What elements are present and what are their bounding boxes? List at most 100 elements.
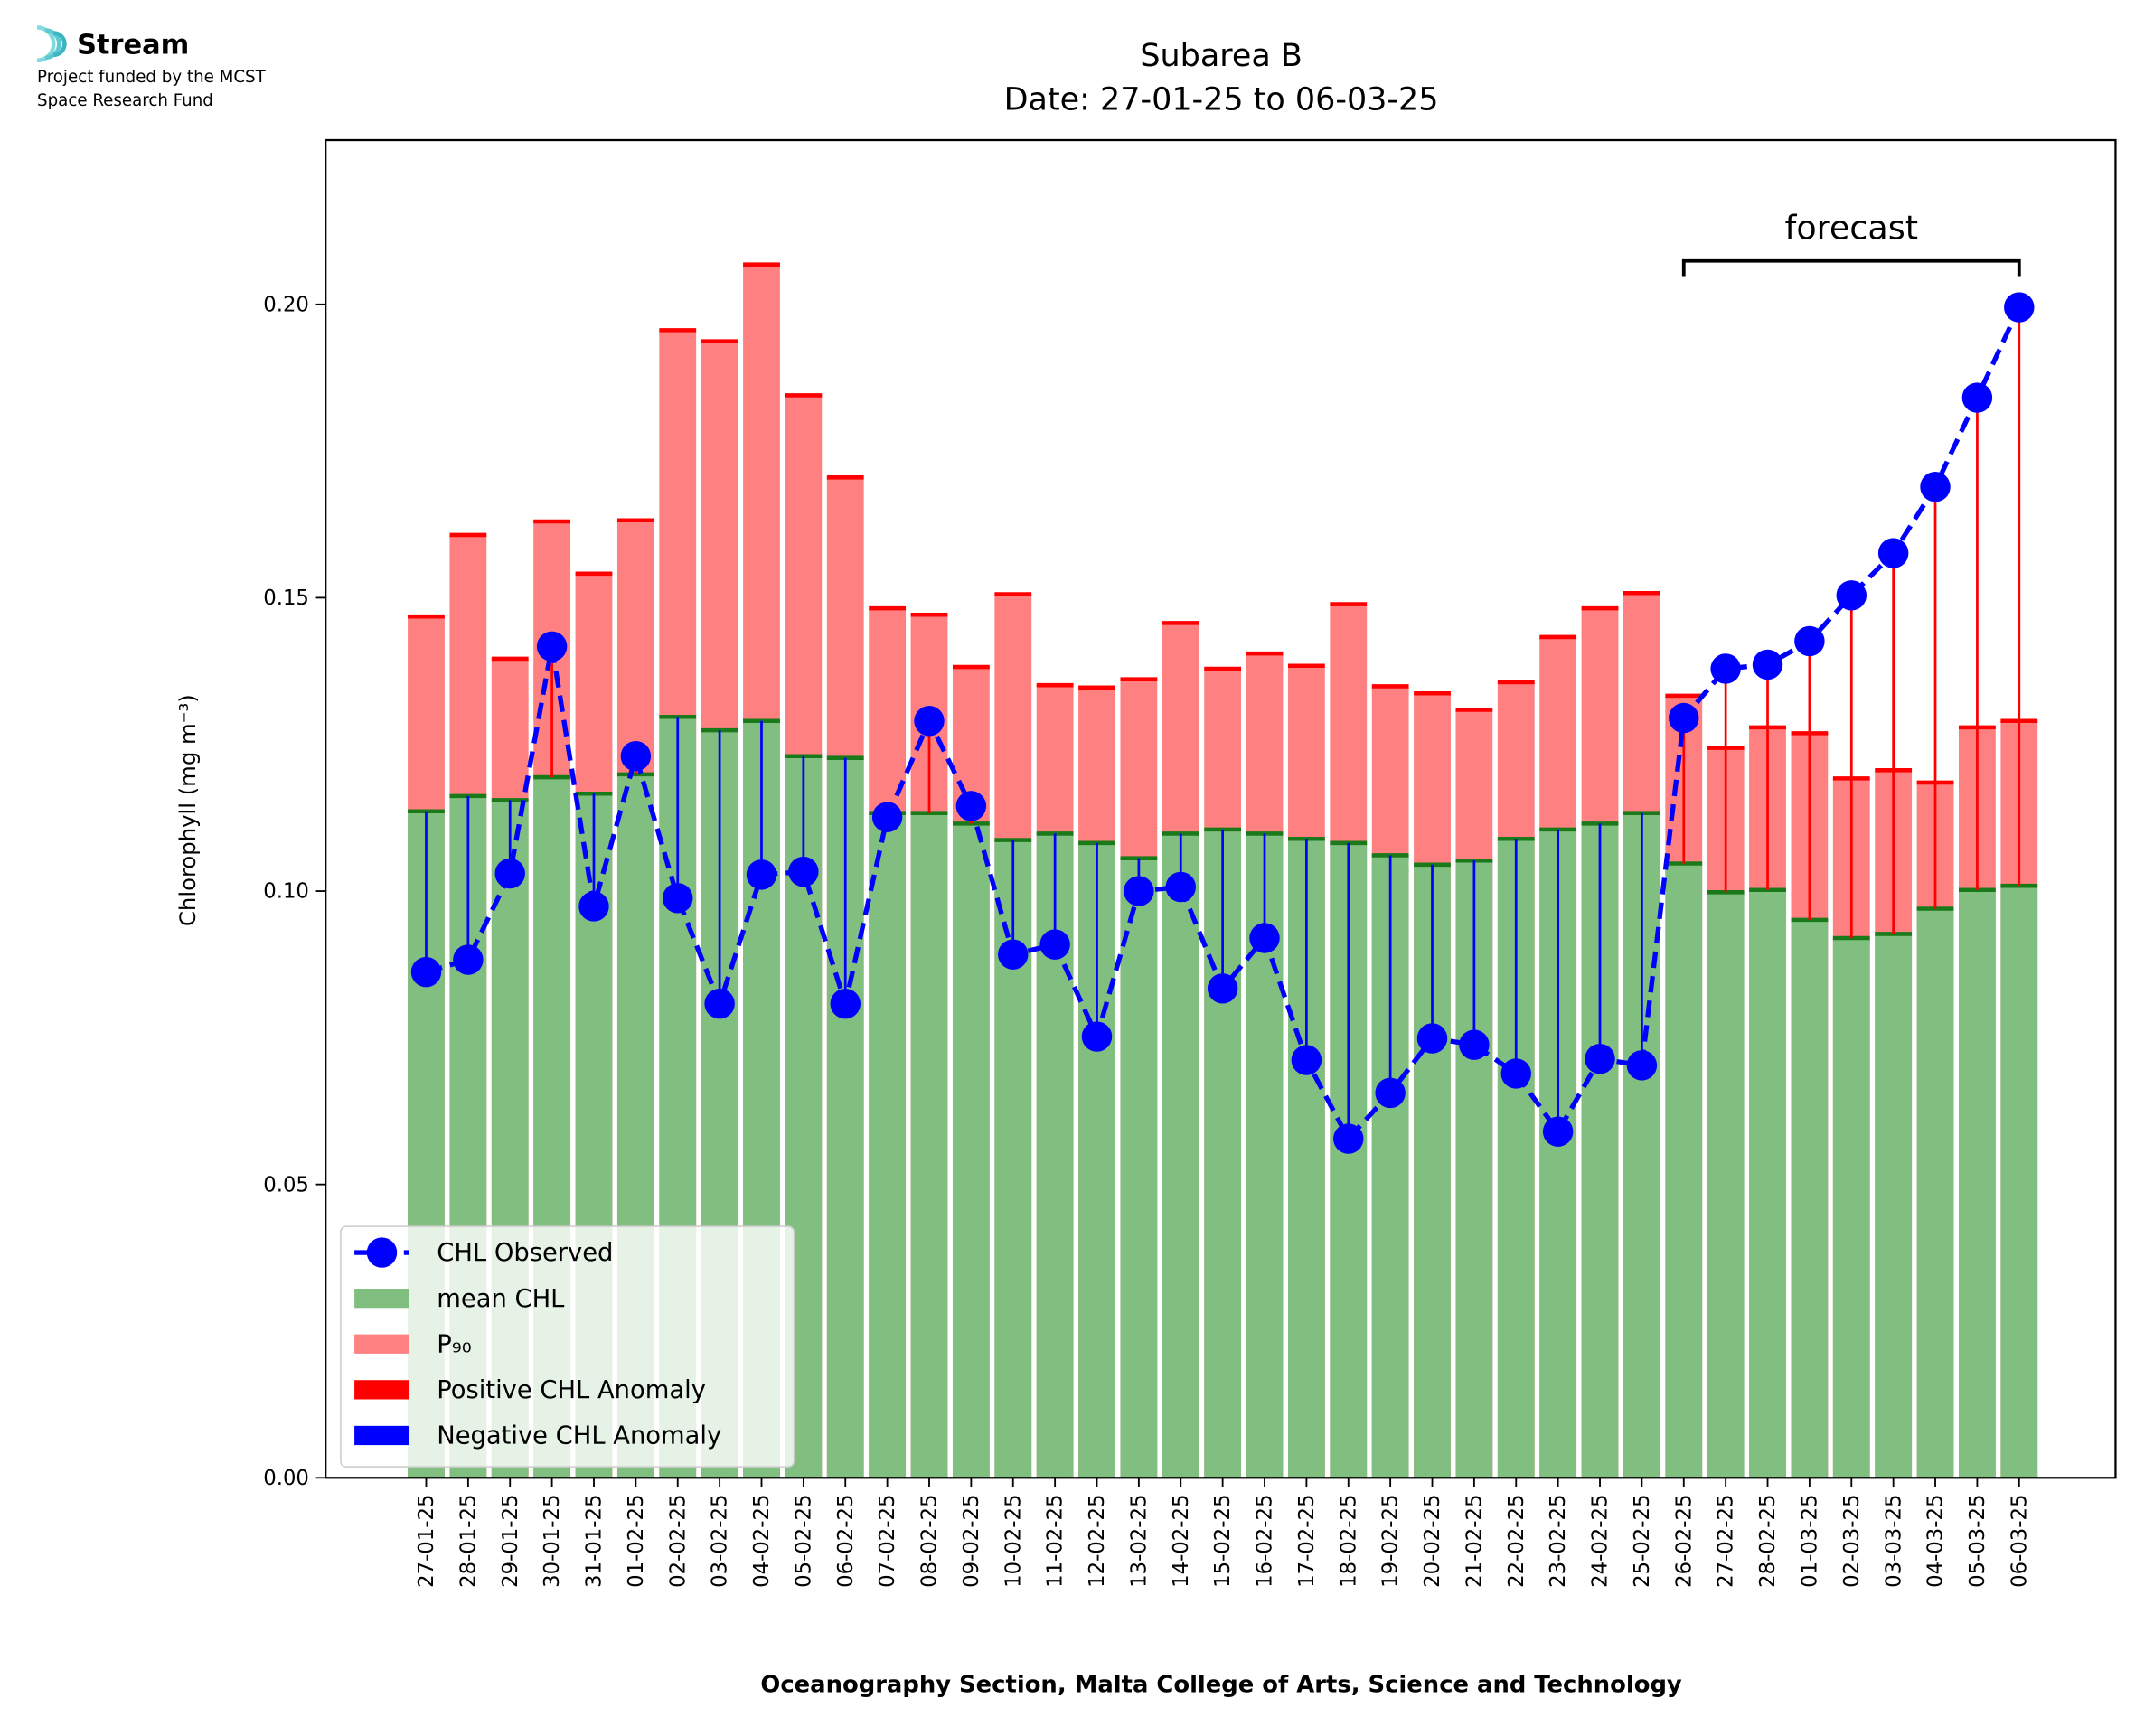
legend-swatch (354, 1425, 409, 1446)
observed-point (1877, 538, 1909, 568)
x-tick-label: 28-02-25 (1756, 1495, 1780, 1588)
legend-label: P₉₀ (437, 1330, 471, 1358)
logo-line: Project funded by the MCST (37, 68, 267, 87)
x-tick-label: 17-02-25 (1295, 1495, 1319, 1588)
observed-point (578, 891, 609, 922)
observed-point (1081, 1021, 1113, 1052)
mean-bar (1665, 863, 1703, 1478)
x-tick-label: 26-02-25 (1672, 1495, 1696, 1588)
observed-point (494, 858, 525, 889)
legend-label: CHL Observed (437, 1239, 613, 1267)
observed-point (536, 631, 568, 662)
x-tick-label: 31-01-25 (583, 1495, 607, 1588)
observed-point (1500, 1058, 1531, 1089)
observed-point (1752, 649, 1783, 680)
logo-icon (44, 28, 61, 61)
x-tick-label: 25-02-25 (1631, 1495, 1654, 1588)
x-tick-label: 04-03-25 (1924, 1495, 1948, 1588)
mean-bar (910, 812, 948, 1478)
y-tick-label: 0.00 (263, 1467, 309, 1490)
legend-box (340, 1225, 795, 1468)
x-tick-label: 02-03-25 (1840, 1495, 1864, 1588)
x-tick-label: 02-02-25 (666, 1495, 690, 1588)
y-tick-label: 0.15 (263, 586, 309, 610)
legend-label: mean CHL (437, 1285, 565, 1313)
legend-label: Positive CHL Anomaly (437, 1376, 706, 1404)
chart-title: Subarea B (1140, 38, 1302, 74)
x-tick-label: 14-02-25 (1170, 1495, 1193, 1588)
observed-point (1669, 702, 1699, 734)
observed-point (1920, 472, 1951, 502)
logo: Stream Project funded by the MCST Space … (36, 25, 267, 110)
logo-icon (53, 31, 67, 58)
y-tick-label: 0.10 (263, 880, 309, 904)
mean-bar (1958, 889, 1996, 1478)
legend-swatch (354, 1380, 409, 1400)
observed-point (788, 856, 819, 887)
logo-line: Space Research Fund (37, 91, 213, 110)
observed-point (1585, 1044, 1615, 1074)
forecast-bracket (1681, 258, 2021, 277)
observed-point (871, 802, 903, 832)
axes-frame (325, 138, 2117, 1479)
x-tick-label: 30-01-25 (541, 1495, 564, 1588)
mean-bar (1120, 858, 1158, 1478)
mean-bar (1707, 892, 1745, 1478)
x-tick-label: 24-02-25 (1589, 1495, 1613, 1588)
mean-bar (869, 812, 907, 1478)
x-tick-label: 04-02-25 (750, 1495, 774, 1588)
x-tick-label: 19-02-25 (1379, 1495, 1403, 1588)
x-tick-label: 10-02-25 (1002, 1495, 1025, 1588)
observed-point (704, 988, 735, 1019)
x-tick-label: 22-02-25 (1505, 1495, 1528, 1588)
mean-bar (1162, 833, 1199, 1478)
x-tick-label: 27-01-25 (415, 1495, 438, 1588)
observed-point (1165, 871, 1196, 903)
x-tick-label: 18-02-25 (1337, 1495, 1360, 1588)
observed-point (1416, 1023, 1448, 1054)
mean-bar (1749, 889, 1786, 1478)
observed-point (1207, 973, 1238, 1004)
observed-point (1039, 929, 1070, 960)
observed-point (1836, 580, 1867, 611)
observed-point (1459, 1029, 1490, 1060)
observed-point (1291, 1045, 1322, 1075)
x-tick-label: 03-03-25 (1882, 1495, 1905, 1588)
mean-bar (1875, 934, 1913, 1478)
y-tick-label: 0.05 (263, 1173, 309, 1196)
x-tick-label: 16-02-25 (1254, 1495, 1277, 1588)
legend-label: Negative CHL Anomaly (437, 1422, 721, 1450)
observed-point (620, 741, 652, 772)
observed-point (955, 791, 987, 821)
y-tick-label: 0.20 (263, 293, 309, 316)
observed-point (1542, 1116, 1574, 1147)
x-tick-label: 08-02-25 (918, 1495, 942, 1588)
x-tick-label: 21-02-25 (1463, 1495, 1486, 1588)
mean-bar (1916, 908, 1954, 1478)
chart-subtitle: Date: 27-01-25 to 06-03-25 (1004, 82, 1439, 118)
x-tick-label: 03-02-25 (709, 1495, 732, 1588)
x-tick-label: 06-02-25 (834, 1495, 858, 1588)
x-tick-label: 09-02-25 (960, 1495, 983, 1588)
observed-point (1961, 382, 1993, 413)
forecast-label: forecast (1785, 208, 1918, 247)
x-tick-label: 28-01-25 (456, 1495, 480, 1588)
mean-bar (1832, 937, 1870, 1478)
observed-point (1626, 1050, 1658, 1081)
y-axis-label: Chlorophyll (mg m⁻³) (174, 694, 201, 926)
logo-name: Stream (77, 29, 189, 61)
observed-point (830, 988, 861, 1019)
observed-point (914, 706, 945, 737)
observed-point (1124, 876, 1154, 906)
legend-swatch (366, 1237, 398, 1268)
x-tick-label: 05-03-25 (1966, 1495, 1989, 1588)
observed-point (2004, 292, 2035, 323)
x-tick-label: 15-02-25 (1211, 1495, 1235, 1588)
plot-area: 0.00 0.05 0.10 0.15 0.20 27-01-25 28-01-25 29-0… (263, 138, 2117, 1588)
mean-bar (952, 823, 990, 1478)
logo-icon (36, 25, 56, 63)
legend-swatch (354, 1289, 409, 1309)
observed-point (1794, 625, 1825, 657)
observed-point (1249, 923, 1280, 953)
